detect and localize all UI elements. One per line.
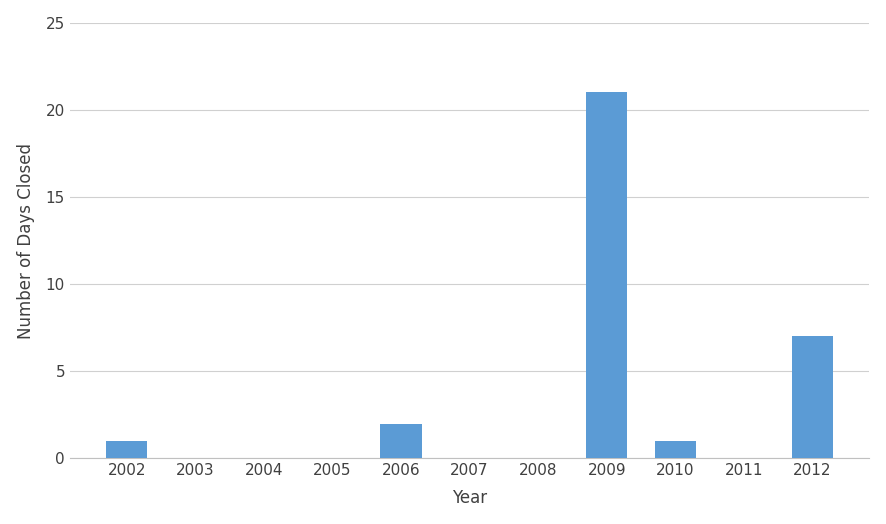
- Bar: [655, 441, 696, 458]
- Bar: [792, 336, 833, 458]
- Bar: [587, 92, 627, 458]
- Y-axis label: Number of Days Closed: Number of Days Closed: [17, 143, 35, 339]
- X-axis label: Year: Year: [452, 489, 487, 507]
- Bar: [106, 441, 147, 458]
- Bar: [380, 423, 422, 458]
